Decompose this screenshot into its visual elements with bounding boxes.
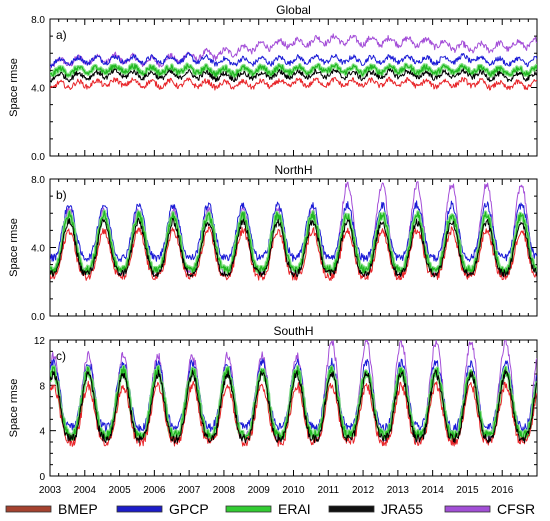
series-gpcp <box>50 52 537 68</box>
x-tick-label: 2007 <box>178 485 201 496</box>
x-axis-tick-labels: 2003 2004 2005 2006 2007 2008 2009 2010 2011 2012… <box>39 485 514 496</box>
panel-label: c) <box>56 349 66 363</box>
legend-swatch <box>225 505 272 513</box>
series-jra55 <box>50 68 537 83</box>
y-tick-label: 4.0 <box>31 244 45 255</box>
series-cfsr <box>50 340 537 442</box>
x-tick-label: 2011 <box>318 485 340 496</box>
x-tick-label: 2010 <box>282 485 305 496</box>
panel-label: b) <box>56 188 67 202</box>
x-tick-label: 2015 <box>456 485 479 496</box>
panel-title: NorthH <box>274 163 312 177</box>
x-tick-label: 2003 <box>39 485 62 496</box>
legend-swatch <box>444 505 491 513</box>
series-lines <box>50 33 537 91</box>
y-axis-label: Space rmse <box>8 58 20 117</box>
series-bmep <box>50 380 537 447</box>
y-tick-label: 0.0 <box>31 152 45 163</box>
series-bmep <box>50 76 537 91</box>
y-tick-label: 12 <box>34 336 46 347</box>
legend-swatch <box>5 505 52 513</box>
panel-title: SouthH <box>273 324 313 338</box>
x-tick-label: 2013 <box>387 485 410 496</box>
panel-global: Global a) Space rmse 0.0 4.0 8.0 <box>8 3 538 163</box>
panel-title: Global <box>276 3 311 17</box>
x-tick-label: 2006 <box>143 485 166 496</box>
legend-swatch <box>328 505 375 513</box>
y-tick-label: 4 <box>39 427 45 438</box>
series-erai <box>50 210 537 274</box>
plot-frame <box>49 178 538 317</box>
legend-label: CFSR <box>497 501 535 517</box>
legend: BMEP GPCP ERAI JRA55 CFSR <box>5 501 535 517</box>
legend-swatch <box>116 505 163 513</box>
legend-label: ERAI <box>278 501 311 517</box>
y-tick-label: 0.0 <box>31 312 45 323</box>
x-tick-label: 2014 <box>422 485 445 496</box>
y-tick-label: 8.0 <box>31 15 45 26</box>
x-tick-label: 2004 <box>74 485 97 496</box>
x-tick-label: 2005 <box>108 485 131 496</box>
y-axis-label: Space rmse <box>8 218 20 277</box>
y-tick-label: 8.0 <box>31 175 45 186</box>
series-gpcp <box>50 200 537 263</box>
series-cfsr <box>50 33 537 69</box>
plot-frame <box>49 18 538 157</box>
panel-southh: SouthH c) Space rmse 0 4 8 12 <box>8 324 538 483</box>
legend-label: GPCP <box>169 501 209 517</box>
y-tick-label: 8 <box>39 381 45 392</box>
series-lines <box>50 340 537 447</box>
panel-label: a) <box>56 28 67 42</box>
x-tick-label: 2008 <box>213 485 236 496</box>
panel-northh: NorthH b) Space rmse 0.0 4.0 8.0 <box>8 163 538 323</box>
x-tick-label: 2016 <box>491 485 514 496</box>
legend-label: JRA55 <box>381 501 423 517</box>
y-tick-label: 4.0 <box>31 84 45 95</box>
series-jra55 <box>50 217 537 278</box>
series-lines <box>50 181 537 281</box>
series-jra55 <box>50 369 537 444</box>
x-tick-label: 2012 <box>352 485 375 496</box>
y-tick-label: 0 <box>39 472 45 483</box>
y-axis-label: Space rmse <box>8 379 20 438</box>
legend-label: BMEP <box>58 501 98 517</box>
series-erai <box>50 63 537 78</box>
x-tick-label: 2009 <box>248 485 271 496</box>
